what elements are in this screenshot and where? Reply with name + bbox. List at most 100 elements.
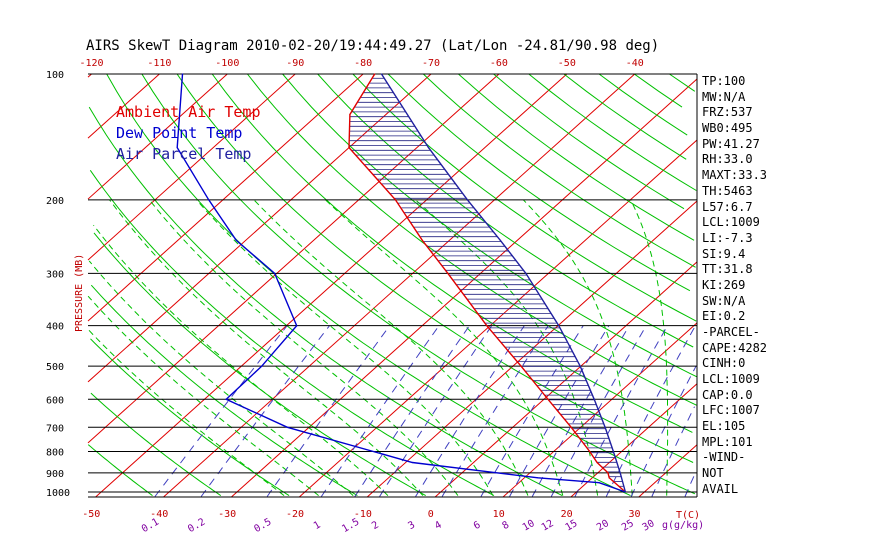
mixing-ratio-line (509, 325, 610, 497)
data-point (596, 461, 598, 464)
data-point (608, 477, 610, 479)
index-wind-avail: AVAIL (702, 482, 738, 496)
isotherm-lines (87, 73, 698, 498)
pressure-tick-label: 700 (46, 423, 64, 434)
data-point (176, 147, 178, 149)
bottom-temp-tick-label: -10 (354, 509, 372, 520)
legend: Ambient Air Temp Dew Point Temp Air Parc… (116, 103, 261, 163)
bottom-temp-tick-label: -50 (82, 509, 100, 520)
index-cinh: CINH:0 (702, 356, 745, 370)
data-point (274, 272, 276, 275)
index-cape: CAPE:4282 (702, 341, 767, 355)
mixing-ratio-tick-label: 12 (540, 518, 556, 534)
index-pw: PW:41.27 (702, 137, 760, 151)
legend-air-parcel-temp: Air Parcel Temp (116, 145, 251, 163)
index-wind-not: NOT (702, 466, 724, 480)
mixing-ratio-tick-label: 1 (312, 520, 323, 533)
mixing-ratio-line (480, 325, 584, 497)
index-wind-header: -WIND- (702, 450, 745, 464)
top-temp-tick-label: -120 (79, 58, 103, 69)
dry-adiabat-line (493, 73, 685, 210)
index-panel: TP:100 MW:N/A FRZ:537 WB0:495 PW:41.27 R… (702, 74, 767, 496)
x-axis-unit: T(C) (676, 510, 700, 521)
mixing-ratio-line (415, 325, 525, 497)
index-el: EL:105 (702, 419, 745, 433)
isotherm-line (87, 73, 364, 322)
mixing-ratio-tick-label: 25 (620, 518, 636, 534)
data-point (607, 472, 609, 474)
data-point (604, 426, 606, 428)
mixing-ratio-tick-label: 3 (406, 520, 417, 533)
data-point (525, 272, 527, 275)
mixing-ratio-line (630, 365, 697, 497)
data-point (499, 239, 501, 241)
dry-adiabat-line (247, 73, 697, 406)
mixing-ratio-tick-label: 0.2 (186, 517, 207, 536)
data-point (486, 325, 488, 327)
index-si: SI:9.4 (702, 247, 745, 261)
mixing-ratio-tick-label: 0.5 (252, 517, 273, 536)
moist-adiabat-line (109, 199, 424, 496)
data-point (624, 491, 626, 493)
data-point (411, 461, 414, 464)
data-point (447, 272, 449, 275)
mixing-ratio-lines (154, 325, 697, 497)
bottom-temp-tick-label: -30 (218, 509, 236, 520)
mixing-ratio-tick-label: 30 (641, 518, 657, 534)
data-point (520, 365, 522, 367)
dry-adiabat-line (282, 73, 697, 378)
isotherm-line (87, 73, 432, 383)
mixing-ratio-line (531, 325, 630, 497)
index-th: TH:5463 (702, 184, 753, 198)
index-mpl: MPL:101 (702, 435, 753, 449)
data-point (570, 426, 572, 428)
isotherm-line (87, 73, 500, 444)
isotherm-line (163, 73, 636, 498)
isotherm-line (87, 73, 296, 261)
isotherm-line (366, 200, 698, 498)
index-ki: KI:269 (702, 278, 745, 292)
mixing-ratio-line (574, 325, 668, 497)
data-point (380, 73, 383, 75)
top-temp-tick-label: -110 (147, 58, 171, 69)
dry-adiabat-line (352, 73, 697, 322)
dry-adiabat-line (141, 73, 696, 495)
index-maxt: MAXT:33.3 (702, 168, 767, 182)
mixing-ratio-line (154, 325, 288, 497)
air-parcel-temp-line (380, 73, 627, 493)
bottom-temp-tick-label: -40 (150, 509, 168, 520)
moist-adiabat-line (88, 329, 285, 496)
index-mw: MW:N/A (702, 90, 746, 104)
moist-adiabat-line (522, 199, 633, 496)
moist-adiabat-line (630, 199, 669, 496)
data-point (466, 199, 468, 201)
data-point (598, 482, 600, 484)
bottom-temp-tick-label: 30 (628, 509, 640, 520)
dry-adiabat-line (89, 170, 495, 497)
dry-adiabat-line (669, 73, 696, 92)
index-sw: SW:N/A (702, 294, 746, 308)
isotherm-line (87, 73, 228, 200)
data-point (225, 398, 227, 400)
dry-adiabat-line (93, 232, 426, 497)
index-lfc: LFC:1007 (702, 403, 760, 417)
index-li: LI:-7.3 (702, 231, 753, 245)
moist-adiabat-line (93, 224, 389, 496)
profile-series (176, 73, 627, 493)
isotherm-line (87, 73, 92, 78)
data-point (589, 450, 591, 453)
top-temp-tick-label: -70 (422, 58, 440, 69)
mixing-ratio-line (354, 325, 470, 497)
data-point (286, 426, 288, 428)
dry-adiabat-line (88, 106, 563, 497)
data-point (235, 239, 237, 241)
dry-adiabat-line (598, 73, 688, 136)
index-tp: TP:100 (702, 74, 745, 88)
cape-hatch (349, 77, 626, 492)
data-point (579, 365, 581, 367)
data-point (537, 477, 539, 479)
dry-adiabat-lines (87, 73, 697, 497)
top-temp-tick-label: -60 (490, 58, 508, 69)
dry-adiabat-line (387, 73, 691, 292)
mixing-ratio-tick-label: 8 (501, 520, 512, 533)
